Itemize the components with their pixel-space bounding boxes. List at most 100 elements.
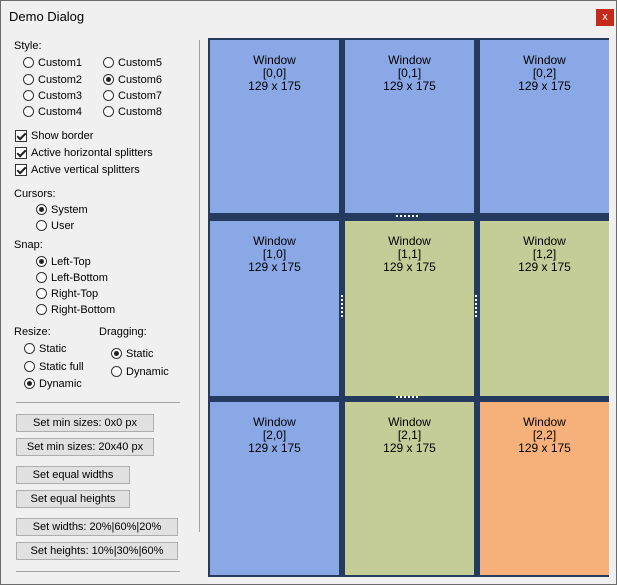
active-horizontal-splitters-label: Active horizontal splitters [31,147,153,159]
snap-right-top-radio[interactable] [36,288,47,299]
window-cell-0-0[interactable]: Window [0,0] 129 x 175 [210,40,339,213]
window-cell-1-2[interactable]: Window [1,2] 129 x 175 [480,221,609,396]
style-custom4-radio[interactable] [23,106,34,117]
style-custom7-radio[interactable] [103,90,114,101]
style-label: Style: [14,40,42,52]
window-cell-idx: [1,1] [397,247,422,261]
window-cell-idx: [0,2] [532,66,557,80]
window-cell-title: Window [388,415,431,429]
set-min-sizes-0x0-button[interactable]: Set min sizes: 0x0 px [16,414,154,432]
window-cell-1-0[interactable]: Window [1,0] 129 x 175 [210,221,339,396]
active-vertical-splitters-label: Active vertical splitters [31,164,140,176]
vertical-splitter-handle-2[interactable] [475,295,477,319]
style-custom5-label: Custom5 [118,57,163,69]
window-cell-idx: [0,0] [262,66,287,80]
style-custom8-label: Custom8 [118,106,163,118]
resize-static-radio[interactable] [24,343,35,354]
resize-static-full-label: Static full [39,361,84,373]
style-custom8-radio[interactable] [103,106,114,117]
style-custom6-radio[interactable] [103,74,114,85]
window-cell-size: 129 x 175 [518,441,571,455]
window-cell-idx: [2,2] [532,428,557,442]
snap-right-bottom-radio[interactable] [36,304,47,315]
style-custom1-radio[interactable] [23,57,34,68]
separator-bottom [16,571,180,572]
window-cell-2-2[interactable]: Window [2,2] 129 x 175 [480,402,609,575]
resize-static-label: Static [39,343,67,355]
style-custom3-label: Custom3 [38,90,83,102]
window-cell-title: Window [523,234,566,248]
window-cell-2-0[interactable]: Window [2,0] 129 x 175 [210,402,339,575]
window-cell-title: Window [523,415,566,429]
set-equal-widths-button[interactable]: Set equal widths [16,466,130,484]
snap-right-top-label: Right-Top [51,288,99,300]
resize-dynamic-radio[interactable] [24,378,35,389]
window-cell-title: Window [253,234,296,248]
horizontal-splitter-handle-1[interactable] [396,215,420,217]
show-border-label: Show border [31,130,94,142]
dragging-static-label: Static [126,348,154,360]
window-cell-size: 129 x 175 [248,79,301,93]
window-cell-1-1[interactable]: Window [1,1] 129 x 175 [345,221,474,396]
style-custom3-radio[interactable] [23,90,34,101]
window-cell-title: Window [253,53,296,67]
snap-right-bottom-label: Right-Bottom [51,304,116,316]
style-custom6-label: Custom6 [118,74,163,86]
cursor-system-label: System [51,204,88,216]
close-button[interactable]: x [596,9,614,26]
style-custom2-radio[interactable] [23,74,34,85]
active-vertical-splitters-checkbox[interactable] [15,164,27,176]
dragging-dynamic-radio[interactable] [111,366,122,377]
resize-static-full-radio[interactable] [24,361,35,372]
resize-label: Resize: [14,326,51,338]
window-cell-idx: [1,2] [532,247,557,261]
snap-left-bottom-radio[interactable] [36,272,47,283]
window-cell-title: Window [523,53,566,67]
cursors-label: Cursors: [14,188,56,200]
set-widths-button[interactable]: Set widths: 20%|60%|20% [16,518,178,536]
style-custom1-label: Custom1 [38,57,83,69]
style-custom4-label: Custom4 [38,106,83,118]
window-cell-size: 129 x 175 [518,260,571,274]
splitter-grid: Window [0,0] 129 x 175 Window [0,1] 129 x 175… [208,38,609,577]
dragging-dynamic-label: Dynamic [126,366,169,378]
cursor-system-radio[interactable] [36,204,47,215]
show-border-checkbox[interactable] [15,130,27,142]
title-bar: Demo Dialog x [1,1,616,32]
window-cell-0-2[interactable]: Window [0,2] 129 x 175 [480,40,609,213]
dragging-static-radio[interactable] [111,348,122,359]
window-cell-size: 129 x 175 [383,79,436,93]
window-cell-idx: [2,0] [262,428,287,442]
window-cell-size: 129 x 175 [248,441,301,455]
set-min-sizes-20x40-button[interactable]: Set min sizes: 20x40 px [16,438,154,456]
style-custom2-label: Custom2 [38,74,83,86]
snap-left-top-label: Left-Top [51,256,91,268]
set-equal-heights-button[interactable]: Set equal heights [16,490,130,508]
window-cell-title: Window [388,53,431,67]
window-cell-size: 129 x 175 [518,79,571,93]
window-cell-size: 129 x 175 [248,260,301,274]
dragging-label: Dragging: [99,326,147,338]
window-cell-idx: [1,0] [262,247,287,261]
snap-left-bottom-label: Left-Bottom [51,272,108,284]
window-cell-size: 129 x 175 [383,260,436,274]
window-cell-0-1[interactable]: Window [0,1] 129 x 175 [345,40,474,213]
snap-label: Snap: [14,239,43,251]
window-cell-idx: [2,1] [397,428,422,442]
separator-top [16,402,180,403]
cursor-user-radio[interactable] [36,220,47,231]
horizontal-splitter-handle-2[interactable] [396,396,420,398]
resize-dynamic-label: Dynamic [39,378,82,390]
vertical-separator [199,40,200,532]
window-cell-title: Window [253,415,296,429]
window-cell-size: 129 x 175 [383,441,436,455]
snap-left-top-radio[interactable] [36,256,47,267]
set-heights-button[interactable]: Set heights: 10%|30%|60% [16,542,178,560]
window-cell-title: Window [388,234,431,248]
window-cell-idx: [0,1] [397,66,422,80]
window-cell-2-1[interactable]: Window [2,1] 129 x 175 [345,402,474,575]
vertical-splitter-handle-1[interactable] [341,295,343,319]
style-custom5-radio[interactable] [103,57,114,68]
style-custom7-label: Custom7 [118,90,163,102]
active-horizontal-splitters-checkbox[interactable] [15,147,27,159]
